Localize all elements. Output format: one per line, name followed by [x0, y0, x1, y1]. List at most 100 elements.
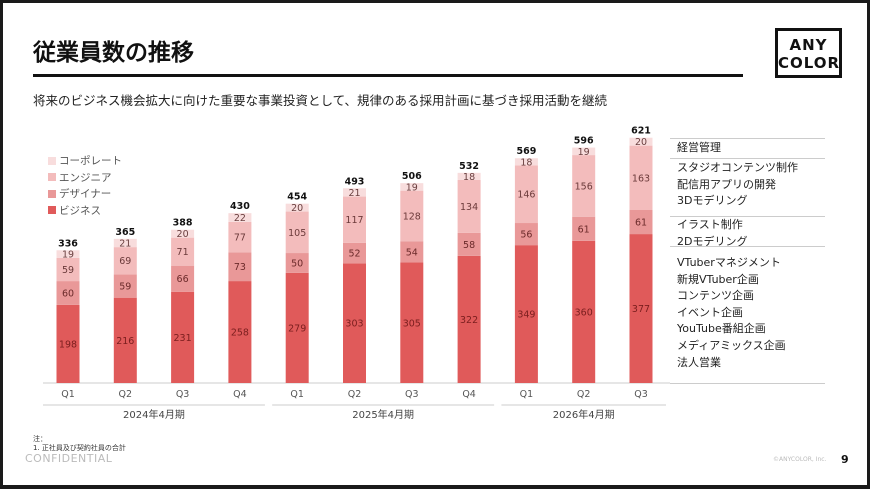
- tick-label: Q1: [61, 389, 75, 400]
- role-item: メディアミックス企画: [677, 338, 786, 352]
- bar-segment: [572, 155, 596, 217]
- data-label: 258: [231, 328, 249, 339]
- panel-divider: [670, 383, 825, 384]
- legend-item: エンジニア: [48, 170, 112, 185]
- bar-segment: [629, 145, 653, 210]
- tick-label: Q4: [233, 389, 247, 400]
- tick-label: Q3: [634, 389, 648, 400]
- data-label: 216: [116, 336, 134, 347]
- total-label: 430: [230, 201, 250, 212]
- role-item: 3Dモデリング: [677, 194, 748, 208]
- legend-item: ビジネス: [48, 203, 101, 218]
- confidential-label: CONFIDENTIAL: [25, 452, 113, 465]
- data-label: 231: [174, 333, 192, 344]
- bar-segment: [343, 242, 366, 264]
- bar-segment: [228, 221, 252, 253]
- bar-segment: [514, 245, 538, 383]
- data-label: 61: [635, 218, 647, 229]
- role-item: イラスト制作: [677, 218, 743, 231]
- data-label: 19: [62, 250, 74, 261]
- data-label: 20: [177, 229, 189, 240]
- bar-segment: [343, 196, 366, 243]
- data-label: 322: [460, 315, 478, 326]
- bar-segment: [400, 241, 424, 263]
- bar-segment: [113, 297, 137, 383]
- data-label: 305: [403, 318, 421, 329]
- data-label: 163: [632, 173, 650, 184]
- role-group: VTuberマネジメント 新規VTuber企画 コンテンツ企画 イベント企画 YouTu…: [677, 255, 786, 371]
- total-label: 506: [402, 171, 422, 182]
- bar-segment: [56, 281, 80, 305]
- bar-segment: [285, 272, 309, 383]
- bar-segment: [113, 247, 137, 275]
- bar-segment: [629, 234, 653, 383]
- data-label: 20: [291, 203, 303, 214]
- legend-label: ビジネス: [59, 204, 101, 217]
- bar-segment: [171, 237, 195, 266]
- role-item: スタジオコンテンツ制作: [677, 161, 798, 174]
- tick-label: Q2: [119, 389, 133, 400]
- note-title: 注：: [33, 435, 47, 443]
- bar-segment: [171, 291, 195, 383]
- bar-segment: [457, 255, 481, 383]
- group-label: 2026年4月期: [553, 408, 615, 421]
- data-label: 73: [234, 262, 246, 273]
- role-item: 法人営業: [677, 355, 721, 369]
- bar-segment: [56, 257, 80, 282]
- total-label: 569: [516, 146, 536, 157]
- data-label: 377: [632, 304, 650, 315]
- data-label: 134: [460, 202, 478, 213]
- role-item: 経営管理: [677, 141, 721, 154]
- data-label: 128: [403, 211, 421, 222]
- bar-segment: [228, 252, 252, 282]
- bar-segment: [56, 304, 80, 383]
- role-group: スタジオコンテンツ制作 配信用アプリの開発 3Dモデリング: [677, 160, 798, 210]
- bar-segment: [343, 188, 366, 197]
- legend-swatch: [48, 173, 56, 181]
- panel-divider: [670, 158, 825, 159]
- panel-divider: [670, 246, 825, 247]
- bar-segment: [285, 253, 309, 273]
- role-item: コンテンツ企画: [677, 289, 754, 303]
- data-label: 21: [348, 188, 360, 199]
- legend-item: コーポレート: [48, 153, 122, 168]
- legend-item: デザイナー: [48, 186, 111, 201]
- bar-segment: [629, 137, 653, 146]
- legend-label: デザイナー: [59, 188, 112, 200]
- panel-divider: [670, 216, 825, 217]
- data-label: 18: [520, 157, 532, 168]
- page-number: 9: [841, 453, 849, 466]
- data-label: 77: [234, 233, 246, 244]
- logo: ANY COLOR: [775, 28, 842, 78]
- data-label: 19: [578, 147, 590, 158]
- tick-label: Q1: [520, 389, 534, 400]
- total-label: 336: [58, 238, 78, 249]
- bar-segment: [56, 250, 80, 258]
- bar-segment: [343, 263, 366, 383]
- data-label: 59: [119, 282, 131, 293]
- data-label: 71: [177, 247, 189, 258]
- role-group: イラスト制作 2Dモデリング: [677, 217, 747, 250]
- data-label: 50: [291, 258, 303, 269]
- bar-segment: [171, 229, 195, 238]
- bar-segment: [572, 240, 596, 383]
- page-title: 従業員数の推移: [33, 40, 194, 66]
- copyright: ©ANYCOLOR, Inc.: [773, 456, 827, 463]
- bar-segment: [285, 203, 309, 212]
- bar-segment: [228, 213, 252, 222]
- bar-segment: [514, 165, 538, 224]
- bar-segment: [228, 281, 252, 383]
- total-label: 493: [345, 176, 365, 187]
- data-label: 58: [463, 240, 475, 251]
- role-item: イベント企画: [677, 305, 743, 319]
- bar-segment: [572, 216, 596, 241]
- slide: 従業員数の推移 ANY COLOR 将来のビジネス機会拡大に向けた重要な事業投資と…: [3, 3, 867, 485]
- data-label: 156: [575, 181, 593, 192]
- data-label: 54: [406, 247, 418, 258]
- bar-segment: [457, 232, 481, 256]
- tick-label: Q2: [577, 389, 591, 400]
- data-label: 52: [348, 249, 360, 260]
- data-label: 198: [59, 339, 77, 350]
- bar-segment: [457, 179, 481, 233]
- total-label: 365: [115, 227, 135, 238]
